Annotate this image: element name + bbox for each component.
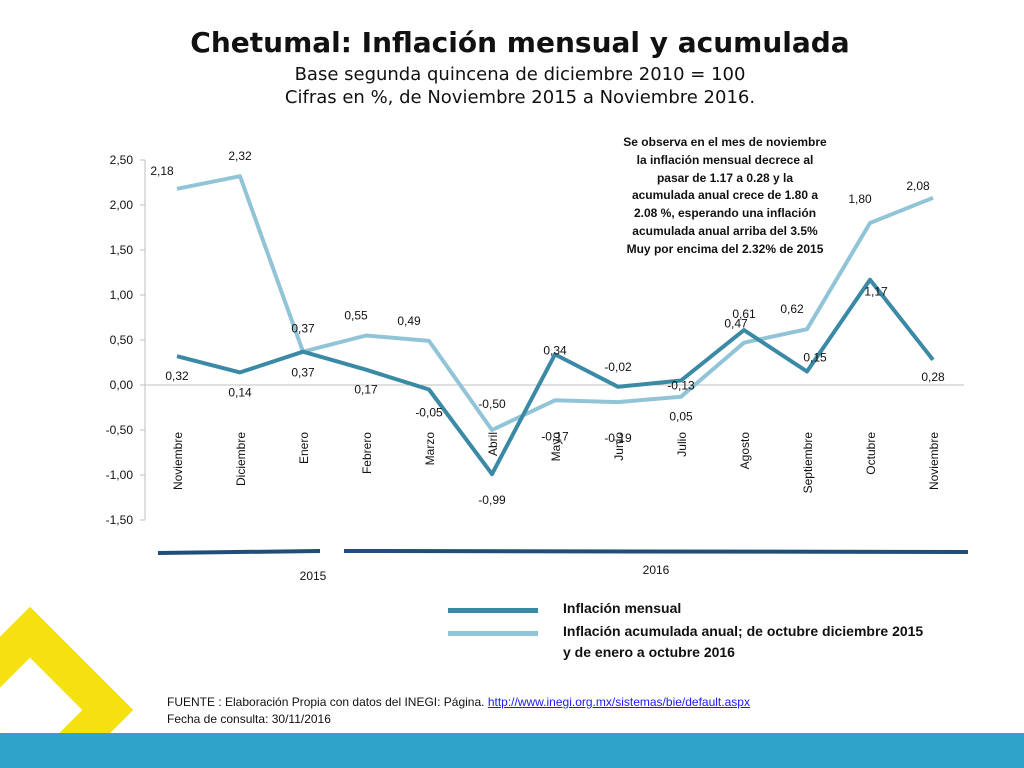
data-label-monthly: -0,99 [478,493,506,507]
data-label-monthly: 0,05 [669,410,693,424]
annotation-line: acumulada anual crece de 1.80 a [631,188,819,203]
annotation-line: Se observa en el mes de noviembre [623,135,827,149]
data-label-monthly: 0,15 [803,351,827,365]
x-tick-label: Enero [297,432,311,464]
inflation-line-chart: 2,50 2,00 1,50 1,00 0,50 0,00 -0,50 -1,00 -1,50 N… [106,149,969,583]
data-label-cumulative: 2,18 [150,164,174,178]
y-tick-label: 0,50 [110,333,134,347]
year-group-bars: 2015 2016 [157,549,969,583]
data-label-monthly: -0,02 [604,360,632,374]
annotation-line: 2.08 %, esperando una inflación [633,206,817,221]
data-label-monthly: 0,37 [291,366,315,380]
x-tick-label: Septiembre [801,432,815,494]
series-lines [176,174,935,477]
data-label-cumulative: -0,17 [541,429,569,443]
footer-source: FUENTE : Elaboración Propia con datos de… [167,695,750,709]
y-tick-label: -0,50 [106,423,134,437]
data-label-monthly: 0,34 [543,343,567,357]
annotation-line: la inflación mensual decrece al [636,152,814,167]
data-label-cumulative: 2,32 [228,149,252,163]
annotation-line: pasar de 1.17 a 0.28 y la [656,170,794,185]
x-tick-label: Julio [675,432,689,457]
data-label-monthly: 1,17 [864,285,888,299]
data-label-monthly: 0,61 [732,307,756,321]
data-label-cumulative: 1,80 [848,192,872,206]
chart-annotation: Se observa en el mes de noviembre la inf… [609,134,841,259]
annotation-line: acumulada anual arriba del 3.5% [632,223,818,238]
legend-label-monthly: Inflación mensual [563,600,682,616]
footer-date: Fecha de consulta: 30/11/2016 [167,712,331,726]
x-tick-label: Mayo [549,432,563,462]
y-tick-label: -1,00 [106,468,134,482]
data-label-cumulative: -0,50 [478,397,506,411]
year-group-bar [343,549,969,554]
data-label-cumulative: 0,55 [344,309,368,323]
annotation-line: Muy por encima del 2.32% de 2015 [626,241,824,256]
data-label-monthly: 0,32 [165,369,189,383]
series-line-monthly [176,277,935,477]
bottom-band [0,733,1024,768]
data-labels: 0,32 0,14 0,37 0,17 -0,05 -0,99 0,34 -0,02 0,05 0… [150,149,945,507]
data-label-monthly: 0,14 [228,385,252,399]
x-tick-label: Febrero [360,432,374,474]
y-tick-label: 2,00 [110,198,134,212]
x-tick-label: Abril [486,432,500,456]
year-group-label: 2015 [300,569,327,583]
data-label-cumulative: 0,62 [780,302,804,316]
x-tick-label: Diciembre [234,432,248,486]
y-tick-label: 1,00 [110,288,134,302]
y-tick-label: 0,00 [110,378,134,392]
x-tick-label: Noviembre [171,432,185,490]
data-label-cumulative: 2,08 [906,179,930,193]
x-tick-label: Octubre [864,432,878,475]
data-label-cumulative: -0,13 [667,379,695,393]
legend-swatch-cumulative [448,631,538,636]
footer-source-text: FUENTE : Elaboración Propia con datos de… [167,695,488,709]
legend-label-cumulative-line1: Inflación acumulada anual; de octubre di… [563,623,924,639]
data-label-cumulative: -0,19 [604,431,632,445]
x-tick-label: Junio [612,432,626,461]
year-group-label: 2016 [643,563,670,577]
legend-swatch-monthly [448,608,538,613]
data-label-cumulative: 0,37 [291,322,315,336]
chart-axes: 2,50 2,00 1,50 1,00 0,50 0,00 -0,50 -1,00 -1,50 N… [106,153,964,527]
data-label-monthly: 0,17 [354,383,378,397]
y-tick-label: 2,50 [110,153,134,167]
data-label-monthly: -0,05 [415,406,443,420]
x-tick-label: Marzo [423,432,437,466]
data-label-cumulative: 0,47 [724,317,748,331]
chart-subtitle-base: Base segunda quincena de diciembre 2010 … [294,64,746,85]
inegi-link[interactable]: http://www.inegi.org.mx/sistemas/bie/def… [487,695,750,709]
chart-title: Chetumal: Inflación mensual y acumulada [190,26,850,59]
y-tick-label: 1,50 [110,243,134,257]
chart-subtitle-range: Cifras en %, de Noviembre 2015 a Noviemb… [284,87,756,108]
x-tick-label: Noviembre [927,432,941,490]
bottom-band-fill [0,733,1024,768]
data-label-monthly: 0,28 [921,370,945,384]
data-label-cumulative: 0,49 [397,314,421,328]
year-group-bar [157,549,321,555]
y-tick-label: -1,50 [106,513,134,527]
x-tick-label: Agosto [738,432,752,470]
legend-label-cumulative-line2: y de enero a octubre 2016 [563,644,735,660]
